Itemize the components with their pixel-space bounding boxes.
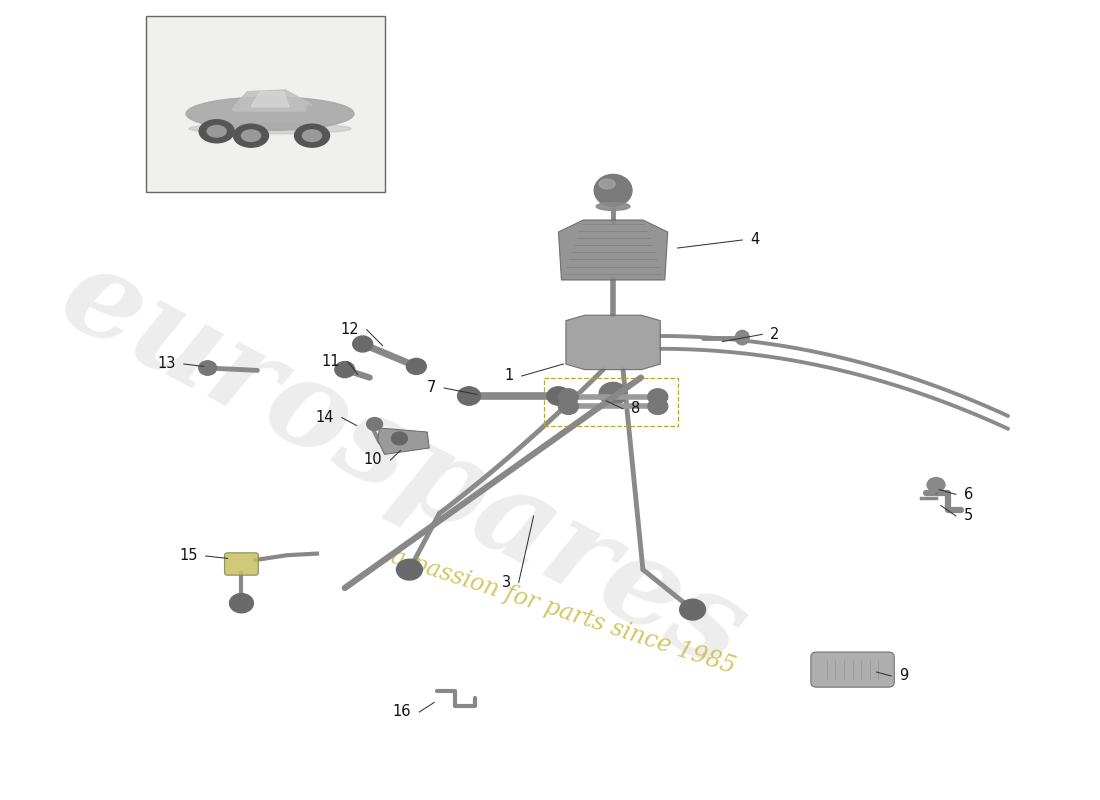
Text: 3: 3 [502,575,510,590]
Polygon shape [251,92,289,106]
Text: 8: 8 [631,402,640,416]
Text: 13: 13 [157,357,176,371]
Circle shape [600,382,627,405]
Circle shape [406,358,427,374]
Ellipse shape [186,97,354,130]
Ellipse shape [596,202,630,210]
Text: 11: 11 [321,354,340,369]
Ellipse shape [199,120,234,142]
Text: 2: 2 [770,327,780,342]
Text: 15: 15 [179,549,198,563]
Bar [543,378,678,426]
Ellipse shape [207,126,227,137]
Text: 9: 9 [900,669,909,683]
Text: 16: 16 [393,705,411,719]
Text: 1: 1 [505,369,514,383]
Polygon shape [559,220,668,280]
Text: 12: 12 [340,322,359,337]
Polygon shape [565,315,660,370]
Ellipse shape [233,124,268,147]
Polygon shape [305,105,328,125]
Circle shape [648,389,668,405]
Ellipse shape [302,130,321,142]
Ellipse shape [735,330,749,345]
Circle shape [547,387,570,405]
Ellipse shape [295,124,330,147]
Polygon shape [232,90,312,111]
Circle shape [458,387,481,405]
Text: 6: 6 [964,487,974,502]
Circle shape [648,398,668,414]
Circle shape [927,478,945,492]
Ellipse shape [189,123,351,134]
Circle shape [396,559,422,580]
Circle shape [680,599,705,620]
Circle shape [334,362,354,378]
Text: eurospares: eurospares [43,234,767,694]
Text: 5: 5 [964,509,974,523]
Circle shape [199,361,217,375]
Circle shape [230,594,253,613]
Ellipse shape [594,174,632,206]
Polygon shape [377,428,429,454]
Circle shape [559,389,579,405]
FancyBboxPatch shape [811,652,894,687]
Text: a passion for parts since 1985: a passion for parts since 1985 [388,546,738,678]
Bar [146,16,385,192]
Ellipse shape [600,179,615,189]
Text: 4: 4 [750,233,759,247]
Ellipse shape [242,130,261,142]
Circle shape [392,432,407,445]
Circle shape [366,418,383,430]
Text: 14: 14 [316,410,334,425]
Circle shape [559,398,579,414]
Text: 7: 7 [427,381,437,395]
FancyBboxPatch shape [224,553,258,575]
Text: 10: 10 [364,453,383,467]
Circle shape [353,336,373,352]
